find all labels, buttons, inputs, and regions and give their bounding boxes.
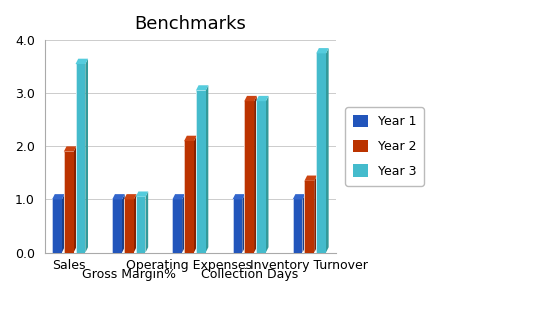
Polygon shape xyxy=(112,194,125,199)
Polygon shape xyxy=(184,141,194,252)
Polygon shape xyxy=(172,194,185,199)
Text: Operating Expenses: Operating Expenses xyxy=(126,259,252,273)
Polygon shape xyxy=(182,194,185,252)
Polygon shape xyxy=(326,48,329,252)
Polygon shape xyxy=(302,194,305,252)
Polygon shape xyxy=(316,53,326,252)
Polygon shape xyxy=(244,101,254,252)
Polygon shape xyxy=(172,199,182,252)
Polygon shape xyxy=(266,96,268,252)
Polygon shape xyxy=(136,191,148,197)
Polygon shape xyxy=(75,59,88,64)
Polygon shape xyxy=(194,136,196,252)
Polygon shape xyxy=(124,194,136,199)
Polygon shape xyxy=(124,199,134,252)
Polygon shape xyxy=(196,91,206,252)
Polygon shape xyxy=(316,48,329,53)
Polygon shape xyxy=(293,199,303,252)
Polygon shape xyxy=(134,194,136,252)
Text: Inventory Turnover: Inventory Turnover xyxy=(250,259,368,273)
Polygon shape xyxy=(233,199,243,252)
Text: Gross Margin%: Gross Margin% xyxy=(82,268,176,281)
Text: Collection Days: Collection Days xyxy=(201,268,298,281)
Polygon shape xyxy=(305,181,314,252)
Polygon shape xyxy=(243,194,245,252)
Polygon shape xyxy=(256,96,268,101)
Polygon shape xyxy=(85,59,88,252)
Polygon shape xyxy=(64,152,74,252)
Title: Benchmarks: Benchmarks xyxy=(134,15,246,33)
Text: Sales: Sales xyxy=(52,259,85,273)
Polygon shape xyxy=(74,146,76,252)
Polygon shape xyxy=(136,197,146,252)
Polygon shape xyxy=(244,96,257,101)
Polygon shape xyxy=(184,136,196,141)
Polygon shape xyxy=(305,176,317,181)
Polygon shape xyxy=(314,176,317,252)
Legend: Year 1, Year 2, Year 3: Year 1, Year 2, Year 3 xyxy=(345,107,424,185)
Polygon shape xyxy=(146,191,148,252)
Polygon shape xyxy=(112,199,122,252)
Polygon shape xyxy=(75,64,85,252)
Polygon shape xyxy=(52,194,64,199)
Polygon shape xyxy=(293,194,305,199)
Polygon shape xyxy=(254,96,257,252)
Polygon shape xyxy=(196,85,208,91)
Polygon shape xyxy=(52,199,62,252)
Polygon shape xyxy=(122,194,125,252)
Polygon shape xyxy=(62,194,64,252)
Polygon shape xyxy=(64,146,76,152)
Polygon shape xyxy=(233,194,245,199)
Polygon shape xyxy=(256,101,266,252)
Polygon shape xyxy=(206,85,208,252)
